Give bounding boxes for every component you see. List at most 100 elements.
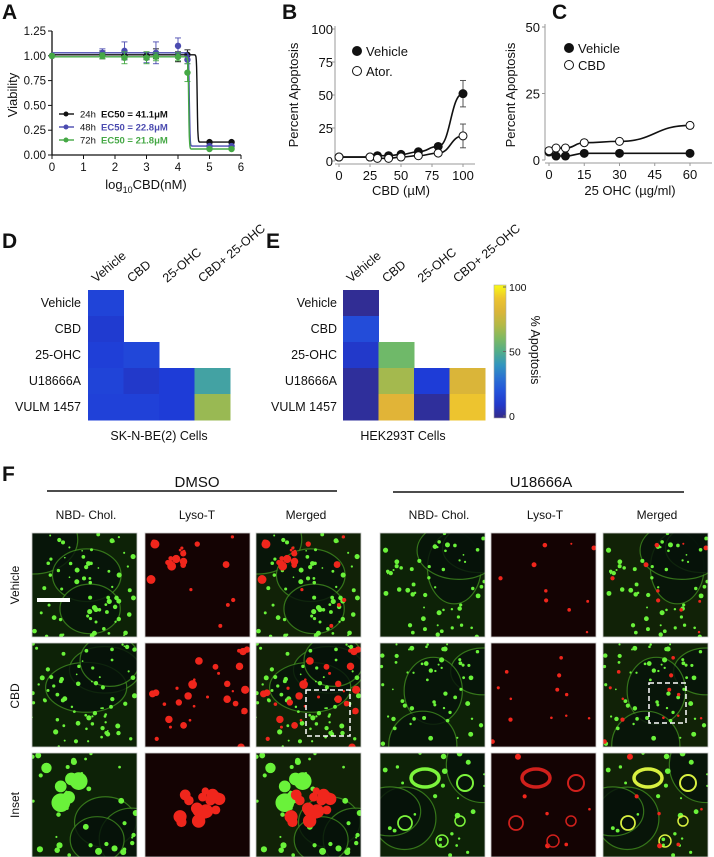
x-tick-label: 50 [394, 168, 408, 183]
cholesterol-puncta [55, 692, 60, 697]
data-point-48h [121, 47, 128, 55]
cholesterol-puncta [662, 629, 667, 634]
cholesterol-puncta [698, 649, 703, 654]
micrograph-u18666a-vehicle-merged [603, 533, 708, 637]
data-point-CBD [615, 136, 624, 146]
cholesterol-puncta [283, 633, 288, 637]
lysosome-puncta [162, 702, 167, 706]
cholesterol-puncta [684, 663, 688, 667]
cholesterol-puncta [101, 707, 104, 710]
panel-letter-e: E [266, 230, 280, 253]
cholesterol-puncta [58, 617, 63, 622]
cholesterol-puncta [256, 628, 261, 634]
lysosome-puncta [591, 545, 596, 551]
lysosome-puncta [544, 598, 549, 603]
column-label: CBD [124, 258, 153, 286]
cholesterol-puncta [261, 683, 264, 686]
cholesterol-puncta [400, 699, 405, 704]
cholesterol-puncta [441, 647, 446, 652]
cholesterol-puncta [458, 559, 461, 562]
cholesterol-puncta [603, 664, 607, 669]
cholesterol-puncta [340, 616, 346, 622]
cholesterol-puncta [102, 627, 106, 631]
cell-outline [283, 583, 345, 635]
lysosome-puncta [206, 788, 219, 801]
micrograph-frame [144, 532, 251, 638]
cholesterol-puncta [314, 680, 317, 683]
cholesterol-puncta [635, 671, 638, 674]
legend-ec50-label: EC50 = 41.1μM [101, 110, 168, 121]
cholesterol-puncta [314, 722, 319, 726]
data-point-Vehicle [551, 151, 561, 161]
cholesterol-puncta [100, 707, 103, 710]
micrograph-dmso-vehicle-nbd-chol [32, 533, 137, 637]
legend-marker-Ator. [352, 66, 362, 76]
column-label: CBD+ 25-OHC [450, 221, 523, 285]
cholesterol-puncta [604, 683, 608, 687]
cholesterol-puncta [115, 723, 121, 729]
cholesterol-puncta [689, 850, 693, 854]
cholesterol-puncta [387, 826, 392, 831]
cell-outline [416, 533, 485, 580]
micrograph-frame [379, 752, 486, 857]
lysosome-puncta [603, 739, 607, 744]
cholesterol-puncta [105, 731, 111, 737]
row-label: 25-OHC [35, 348, 81, 362]
lysosome-puncta [697, 630, 701, 634]
lysosome-ring [546, 834, 560, 848]
cholesterol-puncta [438, 837, 443, 842]
cholesterol-puncta [292, 576, 295, 579]
cholesterol-puncta [73, 739, 79, 744]
cholesterol-puncta [681, 559, 684, 562]
cholesterol-puncta [353, 737, 357, 741]
cholesterol-puncta [118, 765, 121, 769]
cholesterol-puncta [273, 534, 276, 537]
cholesterol-puncta [75, 673, 78, 676]
cholesterol-puncta [330, 598, 336, 605]
cholesterol-puncta [260, 846, 268, 853]
lysosome-puncta [698, 599, 702, 603]
cholesterol-ring [435, 834, 449, 848]
cholesterol-puncta [645, 627, 650, 632]
cholesterol-puncta [334, 647, 338, 652]
cholesterol-puncta [301, 664, 305, 669]
col-label-lyso-t-dmso: Lyso-T [179, 508, 216, 522]
y-tick-label: 0.00 [24, 150, 46, 162]
cholesterol-puncta [668, 718, 673, 723]
cholesterol-puncta [614, 688, 617, 691]
micrograph-dmso-inset-lyso-t [145, 753, 250, 857]
cholesterol-puncta [643, 662, 647, 666]
cholesterol-puncta [702, 584, 707, 589]
cholesterol-puncta [686, 560, 690, 564]
cholesterol-puncta [704, 536, 708, 541]
cholesterol-puncta [89, 753, 93, 756]
cholesterol-puncta [336, 540, 339, 543]
cholesterol-puncta [333, 704, 337, 709]
lysosome-ring [508, 815, 524, 831]
col-label-lyso-t-u18666a: Lyso-T [527, 508, 564, 522]
cholesterol-puncta [633, 630, 638, 635]
cholesterol-puncta [409, 722, 412, 726]
cholesterol-puncta [93, 680, 99, 686]
cholesterol-puncta [131, 832, 136, 838]
legend-label: Vehicle [578, 41, 620, 56]
cholesterol-puncta [52, 684, 56, 688]
cholesterol-puncta [450, 832, 454, 836]
cholesterol-puncta [428, 668, 434, 673]
cholesterol-puncta [665, 533, 670, 536]
cell-outline [303, 643, 361, 688]
lysosome-puncta [286, 699, 294, 706]
cholesterol-puncta [262, 773, 267, 778]
cholesterol-puncta [632, 722, 635, 726]
data-point-Ator. [384, 153, 394, 163]
cholesterol-puncta [279, 692, 284, 697]
cholesterol-puncta [84, 648, 89, 653]
cholesterol-puncta [95, 847, 103, 855]
lysosome-puncta [322, 805, 332, 815]
cholesterol-puncta [420, 616, 426, 622]
panel-letter-a: A [2, 1, 17, 24]
lysosome-puncta [290, 557, 299, 566]
lysosome-puncta [289, 548, 293, 552]
lysosome-puncta [662, 716, 665, 720]
cholesterol-puncta [282, 679, 287, 684]
